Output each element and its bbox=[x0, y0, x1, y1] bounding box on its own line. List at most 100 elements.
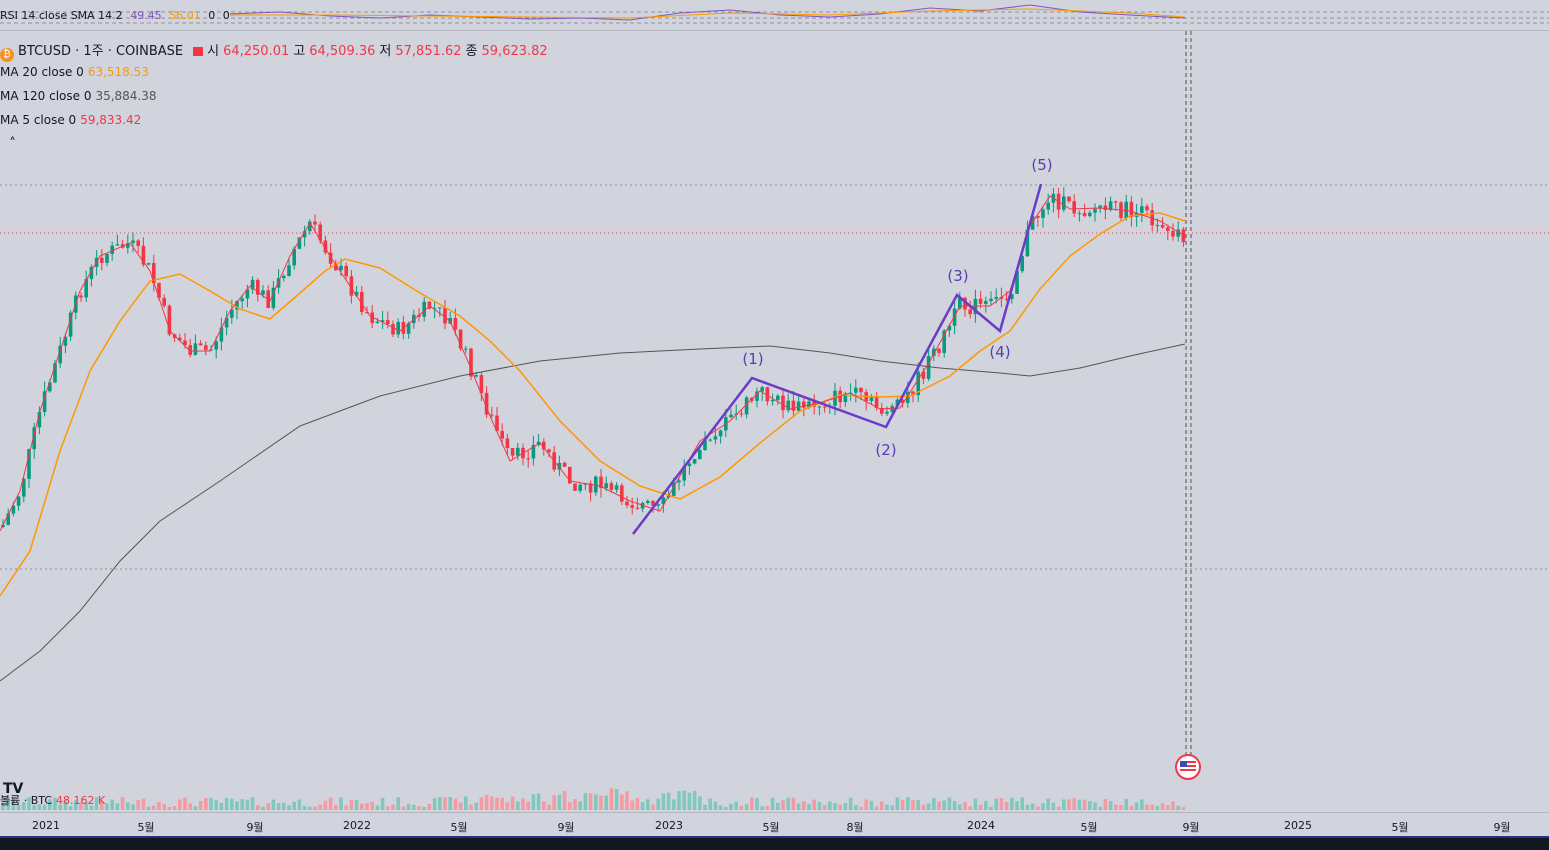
volume-bar bbox=[750, 797, 754, 810]
candle bbox=[588, 483, 593, 493]
candle bbox=[932, 348, 936, 357]
candle bbox=[380, 320, 385, 322]
candle bbox=[224, 317, 229, 328]
volume-bar bbox=[874, 806, 879, 810]
candle bbox=[885, 411, 889, 414]
candle bbox=[188, 345, 192, 355]
candle bbox=[822, 406, 827, 408]
volume-bar bbox=[349, 799, 354, 810]
candle bbox=[963, 297, 967, 310]
volume-bar bbox=[916, 799, 920, 810]
volume-bar bbox=[469, 804, 473, 810]
volume-bar bbox=[209, 798, 213, 810]
candle bbox=[906, 391, 910, 403]
candle bbox=[240, 298, 244, 302]
rsi-legend: RSI 14 close SMA 14 2 49.45 56.01 0 0 bbox=[0, 9, 230, 22]
volume-bar bbox=[323, 800, 328, 810]
volume-bar bbox=[412, 804, 416, 810]
ma20-legend[interactable]: MA 20 close 0 63,518.53 bbox=[0, 65, 149, 79]
wave-label-3: (3) bbox=[947, 267, 968, 285]
candle bbox=[1124, 201, 1128, 219]
rsi-pane: RSI 14 close SMA 14 2 49.45 56.01 0 0 bbox=[0, 0, 1549, 31]
candle bbox=[1082, 213, 1087, 217]
symbol-legend[interactable]: ₿ BTCUSD · 1주 · COINBASE 시 64,250.01 고 64,509… bbox=[0, 40, 552, 62]
volume-bar bbox=[1062, 799, 1066, 810]
candle bbox=[599, 476, 603, 488]
time-axis[interactable]: 2021 5월 9월 2022 5월 9월 2023 5월 8월 2024 5월… bbox=[0, 812, 1549, 837]
volume-bar bbox=[276, 803, 281, 810]
volume-bar bbox=[729, 803, 733, 810]
x-tick: 8월 bbox=[846, 821, 864, 834]
x-tick: 2025 bbox=[1284, 819, 1312, 832]
candle bbox=[6, 513, 10, 525]
volume-bar bbox=[646, 799, 650, 810]
volume-bar bbox=[427, 803, 432, 810]
candle bbox=[1108, 201, 1113, 211]
candle bbox=[937, 348, 941, 353]
volume-bar bbox=[869, 800, 874, 810]
volume-bar bbox=[1119, 804, 1123, 810]
candle bbox=[276, 278, 281, 288]
volume-bar bbox=[354, 799, 359, 810]
candle bbox=[1015, 271, 1019, 294]
volume-bar bbox=[547, 804, 551, 810]
candle bbox=[1077, 213, 1082, 215]
candle bbox=[583, 483, 588, 485]
candle bbox=[744, 397, 749, 415]
volume-bar bbox=[791, 797, 796, 810]
x-tick: 2024 bbox=[967, 819, 995, 832]
volume-bar bbox=[484, 794, 489, 810]
volume-bar bbox=[162, 804, 166, 810]
volume-bar bbox=[58, 804, 62, 810]
volume-bar bbox=[526, 801, 530, 810]
volume-bar bbox=[828, 801, 832, 810]
volume-bar bbox=[588, 793, 593, 810]
volume-bar bbox=[406, 803, 411, 810]
volume-bar bbox=[1010, 797, 1014, 810]
volume-bar bbox=[609, 788, 614, 810]
collapse-legend-button[interactable]: ˄ bbox=[9, 136, 16, 152]
candle bbox=[89, 266, 94, 280]
volume-bar bbox=[937, 801, 941, 810]
volume-bar bbox=[630, 800, 634, 810]
volume-bar bbox=[74, 800, 78, 810]
volume-bar bbox=[1103, 798, 1108, 810]
candle bbox=[146, 263, 151, 265]
price-chart[interactable]: (1) (2) (3) (4) (5) bbox=[0, 31, 1549, 780]
candle bbox=[427, 301, 432, 309]
volume-bar bbox=[94, 797, 99, 810]
volume-bar bbox=[1160, 803, 1165, 810]
candle bbox=[859, 387, 863, 393]
volume-bar bbox=[620, 794, 624, 810]
candle bbox=[531, 444, 536, 459]
candle bbox=[687, 463, 692, 467]
volume-bar bbox=[536, 793, 541, 810]
candle bbox=[396, 322, 400, 335]
flag-icon[interactable] bbox=[193, 47, 204, 56]
volume-bar bbox=[708, 798, 712, 810]
volume-bar bbox=[386, 806, 390, 810]
volume-bar bbox=[1176, 805, 1180, 810]
x-tick: 9월 bbox=[557, 821, 575, 834]
volume-bar bbox=[219, 802, 224, 810]
candle bbox=[854, 387, 858, 393]
candle bbox=[22, 478, 26, 497]
candle bbox=[760, 387, 764, 392]
us-flag-icon[interactable] bbox=[1175, 754, 1201, 780]
volume-bar bbox=[932, 797, 936, 810]
candle bbox=[58, 345, 62, 364]
ma5-legend[interactable]: MA 5 close 0 59,833.42 bbox=[0, 113, 142, 127]
volume-bar bbox=[672, 799, 676, 810]
candle bbox=[157, 283, 161, 298]
ma120-legend[interactable]: MA 120 close 0 35,884.38 bbox=[0, 89, 157, 103]
candle bbox=[271, 287, 276, 308]
elliott-wave-path bbox=[632, 183, 1043, 535]
volume-bar bbox=[146, 806, 151, 810]
volume-bar bbox=[1056, 806, 1061, 810]
candle bbox=[916, 371, 920, 396]
volume-bar bbox=[339, 797, 343, 810]
candle bbox=[313, 221, 317, 225]
candle bbox=[214, 341, 218, 350]
volume-bar bbox=[599, 795, 603, 810]
candle bbox=[911, 391, 915, 396]
